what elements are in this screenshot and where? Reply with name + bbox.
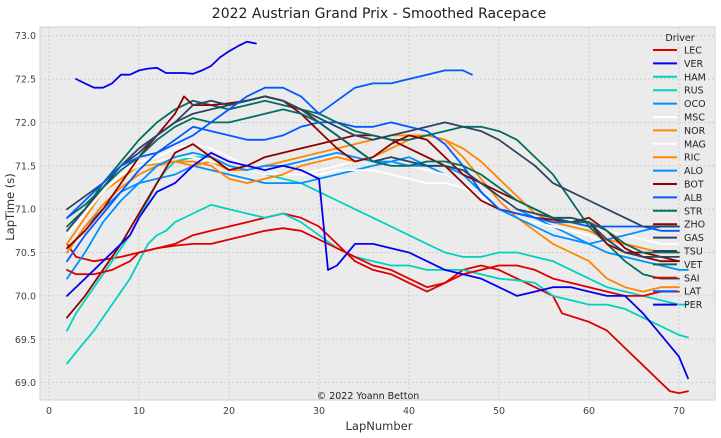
y-tick-label: 72.0 (15, 118, 36, 129)
legend-label-bot: BOT (684, 180, 704, 191)
x-tick-label: 60 (583, 406, 595, 417)
legend-label-oco: OCO (684, 99, 706, 110)
legend-label-gas: GAS (684, 233, 704, 244)
plot-area (39, 26, 716, 401)
legend-label-per: PER (684, 300, 703, 311)
x-tick-label: 0 (46, 406, 52, 417)
y-tick-label: 71.0 (15, 205, 36, 216)
series-line-str (66, 99, 680, 280)
legend-label-nor: NOR (684, 126, 706, 137)
y-tick-label: 69.0 (15, 378, 36, 389)
x-tick-label: 50 (493, 406, 505, 417)
copyright-annotation: © 2022 Yoann Betton (317, 391, 420, 402)
series-line-vet (66, 108, 680, 254)
legend-label-alo: ALO (684, 166, 703, 177)
y-tick-label: 73.0 (15, 31, 36, 42)
series-line-lat (66, 69, 473, 219)
legend-label-str: STR (684, 206, 703, 217)
x-axis-label: LapNumber (346, 419, 413, 433)
legend-label-tsu: TSU (683, 247, 703, 258)
series-line-alb (66, 121, 680, 263)
legend-label-mag: MAG (684, 139, 706, 150)
chart-title: 2022 Austrian Grand Prix - Smoothed Race… (212, 6, 546, 22)
legend-label-alb: ALB (684, 193, 702, 204)
legend-label-ham: HAM (684, 72, 706, 83)
series-line-mag (66, 156, 680, 254)
series-line-ver (75, 40, 257, 89)
legend-label-sai: SAI (684, 273, 700, 284)
x-tick-label: 20 (223, 406, 235, 417)
legend-label-msc: MSC (684, 113, 705, 124)
y-tick-label: 70.0 (15, 291, 36, 302)
y-tick-label: 71.5 (15, 161, 36, 172)
legend-title: Driver (665, 33, 694, 44)
gridlines (40, 27, 715, 400)
x-tick-label: 10 (133, 406, 145, 417)
series-line-lec (66, 212, 689, 394)
y-axis-label: LapTime (s) (3, 173, 17, 241)
legend: Driver LEC VER HAM RUS OCO MSC NOR MAG RIC ALO BOT… (653, 33, 706, 311)
y-tick-labels: 69.0 69.5 70.0 70.5 71.0 71.5 72.0 72.5 73.0 (15, 31, 36, 389)
series-lines (66, 40, 689, 394)
x-tick-labels: 0 10 20 30 40 50 60 70 (46, 406, 685, 417)
legend-label-zho: ZHO (684, 220, 705, 231)
legend-label-lat: LAT (684, 287, 701, 298)
x-tick-label: 30 (313, 406, 325, 417)
y-tick-label: 72.5 (15, 75, 36, 86)
y-tick-label: 70.5 (15, 248, 36, 259)
series-line-per (66, 151, 689, 380)
legend-label-ric: RIC (684, 153, 700, 164)
x-tick-label: 40 (403, 406, 415, 417)
legend-label-lec: LEC (684, 46, 702, 57)
y-tick-label: 69.5 (15, 335, 36, 346)
series-line-sai (66, 227, 680, 297)
legend-label-vet: VET (684, 260, 703, 271)
legend-label-ver: VER (684, 59, 704, 70)
x-tick-label: 70 (673, 406, 685, 417)
legend-label-rus: RUS (684, 86, 704, 97)
